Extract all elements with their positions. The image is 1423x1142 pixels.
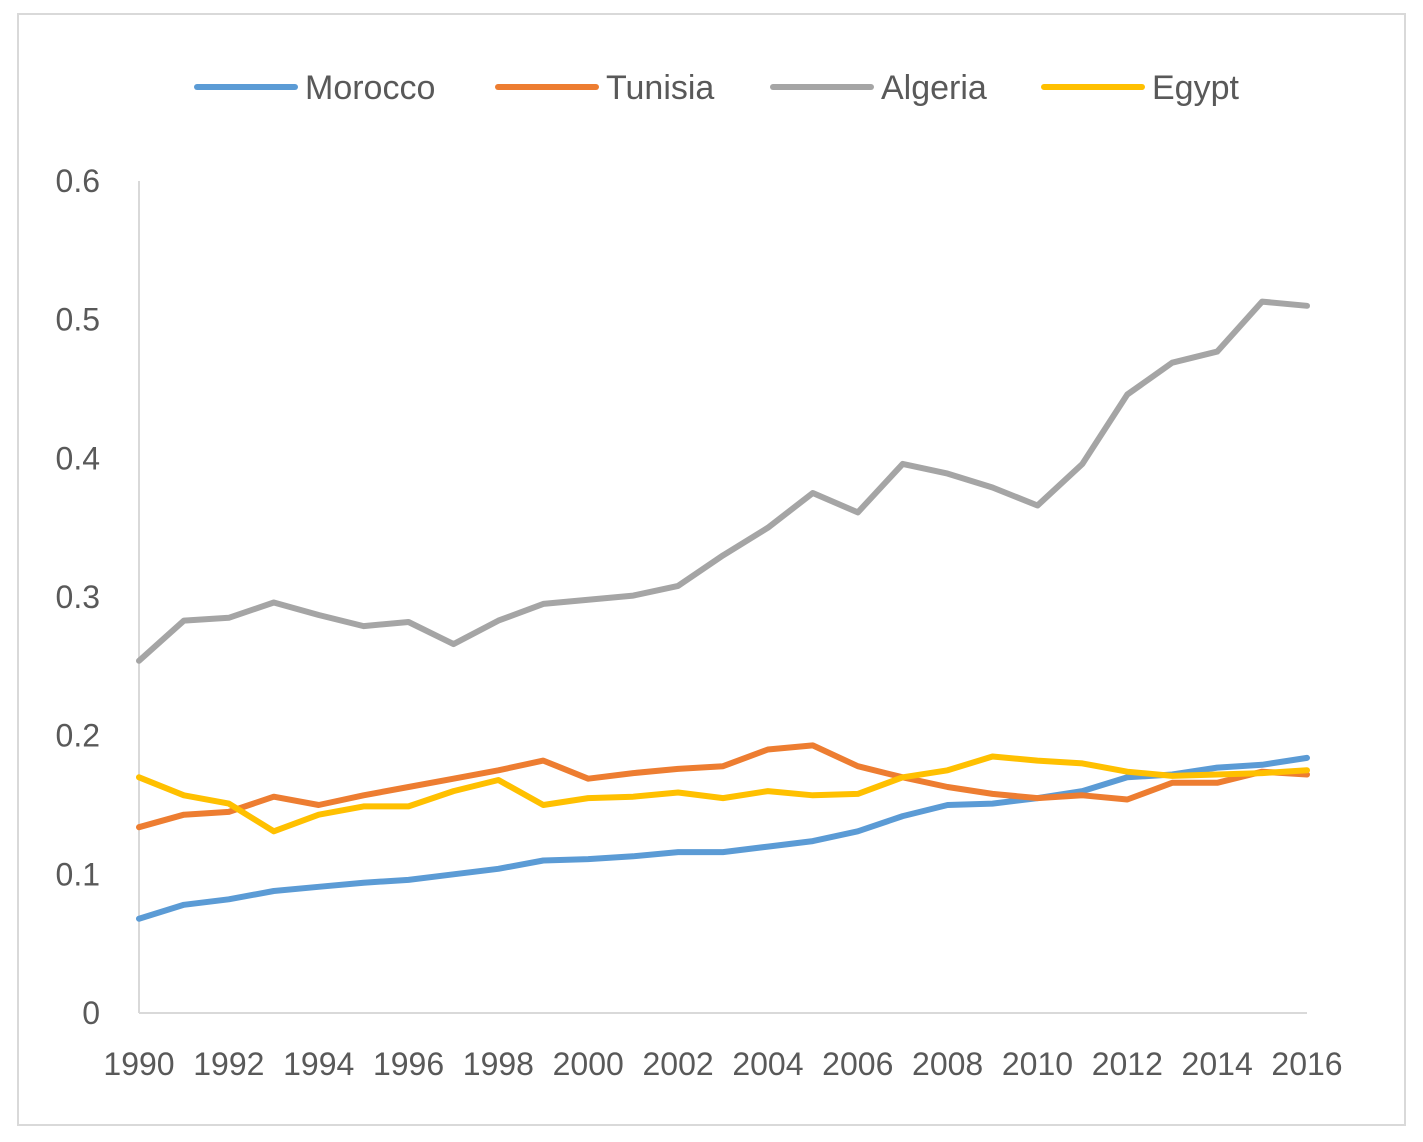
series-line-tunisia — [136, 742, 1310, 831]
x-axis-tick-labels: 1990 1992 1994 1996 1998 2000 2002 2004 2006 2008… — [103, 1046, 1342, 1082]
y-tick-label: 0.1 — [56, 856, 100, 892]
y-tick-label: 0 — [82, 995, 100, 1031]
chart-frame — [17, 13, 1406, 1126]
legend-label-egypt: Egypt — [1152, 69, 1239, 107]
x-tick-label: 1990 — [103, 1046, 174, 1082]
x-tick-label: 2004 — [732, 1046, 803, 1082]
series-line-egypt — [136, 753, 1310, 835]
y-tick-label: 0.4 — [56, 440, 100, 476]
x-tick-label: 2008 — [912, 1046, 983, 1082]
x-tick-label: 1992 — [193, 1046, 264, 1082]
y-axis-tick-labels: 0 0.1 0.2 0.3 0.4 0.5 0.6 — [56, 163, 100, 1031]
x-tick-label: 2010 — [1002, 1046, 1073, 1082]
x-tick-label: 1996 — [373, 1046, 444, 1082]
x-tick-label: 1998 — [463, 1046, 534, 1082]
y-tick-label: 0.3 — [56, 579, 100, 615]
y-tick-label: 0.6 — [56, 163, 100, 199]
x-tick-label: 2016 — [1271, 1046, 1342, 1082]
legend-label-algeria: Algeria — [881, 69, 987, 107]
series-line-algeria — [136, 298, 1310, 664]
x-tick-label: 2000 — [553, 1046, 624, 1082]
x-tick-label: 2012 — [1092, 1046, 1163, 1082]
x-tick-label: 2002 — [642, 1046, 713, 1082]
x-tick-label: 2006 — [822, 1046, 893, 1082]
legend-label-morocco: Morocco — [305, 69, 435, 107]
series-lines — [136, 298, 1310, 922]
y-tick-label: 0.2 — [56, 718, 100, 754]
y-tick-label: 0.5 — [56, 302, 100, 338]
x-tick-label: 2014 — [1182, 1046, 1253, 1082]
x-tick-label: 1994 — [283, 1046, 354, 1082]
series-line-morocco — [136, 754, 1310, 922]
legend: Morocco Tunisia Algeria Egypt — [194, 69, 1239, 107]
axes — [138, 181, 1307, 1014]
legend-label-tunisia: Tunisia — [606, 69, 714, 107]
